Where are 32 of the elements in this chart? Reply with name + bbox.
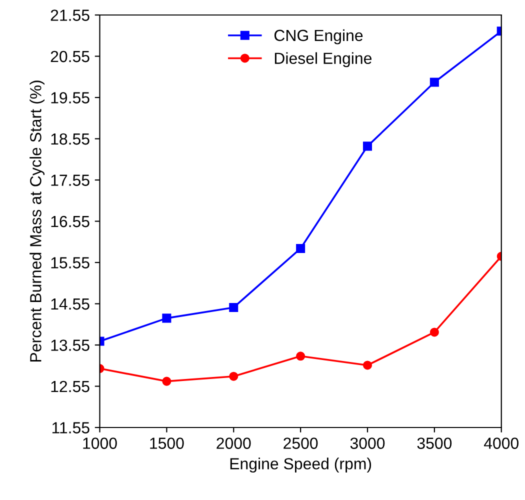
y-tick-label: 11.55 (52, 422, 90, 434)
point (162, 376, 172, 386)
point (430, 78, 439, 87)
x-tick-label: 2500 (284, 438, 318, 449)
point (362, 360, 372, 370)
x-tick-label: 3000 (350, 438, 385, 449)
x-tick-label: 4000 (484, 438, 519, 449)
x-tick-label: 2000 (216, 438, 251, 449)
legend-label: CNG Engine (274, 29, 363, 44)
point (296, 244, 306, 253)
y-tick-label: 12.55 (51, 380, 90, 392)
point (229, 302, 238, 312)
y-tick-label: 14.55 (51, 298, 90, 310)
legend-label: Diesel Engine (274, 52, 372, 68)
y-tick-label: 18.55 (51, 133, 90, 145)
y-tick-label: 20.55 (50, 50, 90, 62)
y-tick-label: 15.55 (51, 257, 90, 268)
x-axis-title: Engine Speed (rpm) (230, 458, 372, 473)
y-tick-label: 19.55 (51, 92, 90, 104)
y-axis-title: Percent Burned Mass at Cycle Start (%) (30, 80, 45, 362)
y-tick-label: 21.55 (50, 10, 90, 21)
x-tick-label: 1000 (83, 438, 117, 449)
point (430, 328, 439, 337)
point (296, 352, 306, 361)
x-tick-label: 3500 (417, 438, 452, 449)
point (362, 142, 372, 151)
y-tick-label: 17.55 (51, 174, 90, 186)
point (229, 372, 238, 381)
x-tick-label: 1500 (150, 438, 184, 449)
y-tick-label: 16.55 (51, 216, 90, 228)
y-tick-label: 13.55 (51, 340, 90, 351)
point (162, 314, 172, 323)
